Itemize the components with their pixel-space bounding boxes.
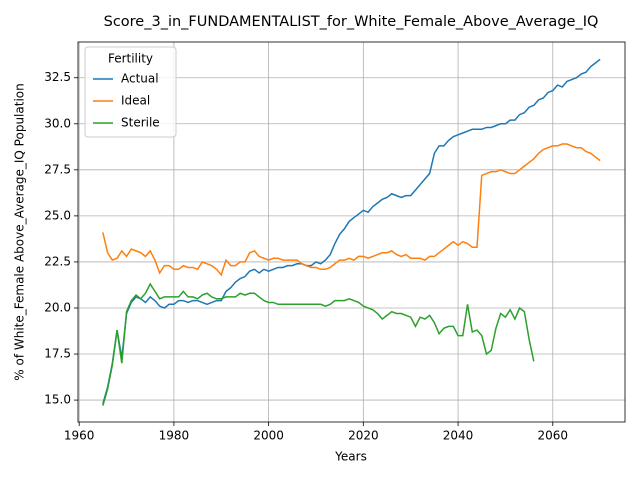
chart-title: Score_3_in_FUNDAMENTALIST_for_White_Fema… — [104, 14, 599, 30]
y-axis-label: % of White_Female Above_Average_IQ Popul… — [13, 83, 27, 380]
x-tick-label: 1960 — [64, 429, 95, 443]
y-tick-label: 30.0 — [44, 116, 71, 130]
x-tick-label: 2020 — [348, 429, 379, 443]
legend-box — [84, 46, 177, 138]
legend-label: Sterile — [121, 116, 160, 130]
y-tick-label: 15.0 — [44, 393, 71, 407]
legend-label: Ideal — [121, 94, 150, 108]
legend: Fertility Actual Ideal Sterile — [84, 46, 177, 138]
legend-label: Actual — [121, 72, 159, 86]
y-tick-label: 20.0 — [44, 300, 71, 314]
axes-frame — [77, 41, 626, 423]
y-tick-label: 25.0 — [44, 208, 71, 222]
x-tick-label: 2040 — [443, 429, 474, 443]
series-line — [102, 282, 535, 406]
y-tick-label: 22.5 — [44, 254, 71, 268]
x-tick-label: 2060 — [538, 429, 569, 443]
series-line — [102, 58, 601, 404]
y-tick-label: 32.5 — [44, 70, 71, 84]
series-line — [102, 143, 601, 277]
x-tick-label: 2000 — [253, 429, 284, 443]
x-tick-label: 1980 — [159, 429, 190, 443]
y-tick-label: 27.5 — [44, 162, 71, 176]
x-axis-label: Years — [334, 450, 367, 464]
y-tick-label: 17.5 — [44, 347, 71, 361]
legend-title: Fertility — [108, 52, 153, 66]
